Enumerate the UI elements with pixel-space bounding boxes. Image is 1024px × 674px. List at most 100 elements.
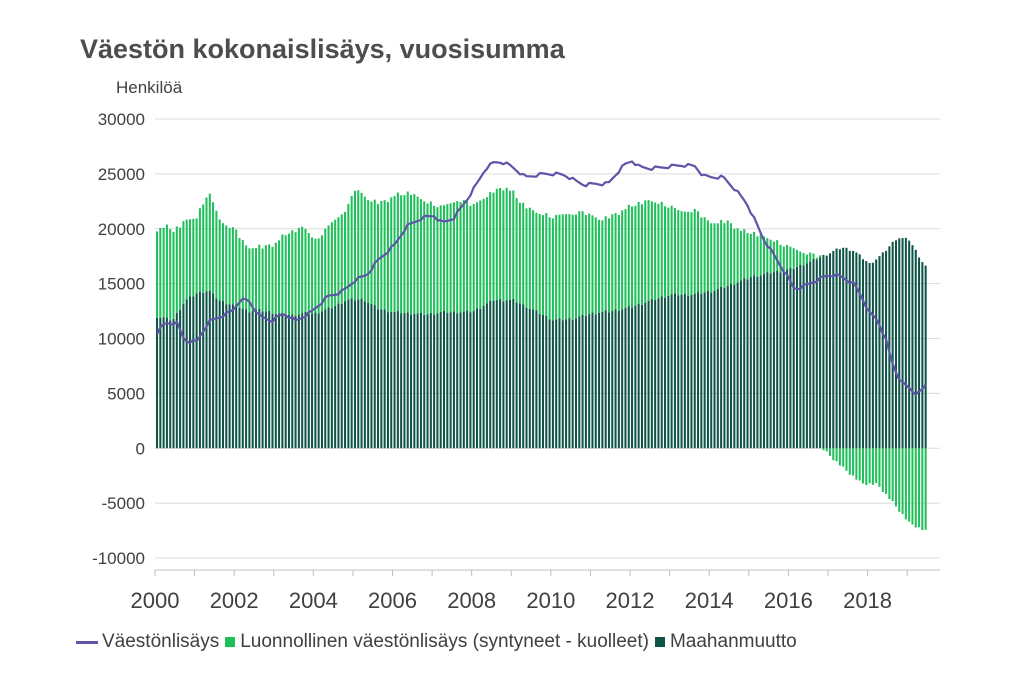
bar-migration — [350, 298, 353, 449]
bar-natural — [779, 244, 782, 273]
bar-migration — [545, 315, 548, 449]
bar-natural — [502, 190, 505, 302]
bar-migration — [786, 269, 789, 449]
bar-natural — [489, 192, 492, 301]
bar-migration — [680, 294, 683, 449]
bar-migration — [419, 312, 422, 449]
bar-natural — [165, 224, 168, 318]
bar-natural — [720, 220, 723, 287]
bar-migration — [400, 313, 403, 449]
bar-migration — [307, 314, 310, 449]
bar-natural — [482, 198, 485, 307]
bar-migration — [848, 250, 851, 449]
bar-migration — [795, 266, 799, 449]
bar-natural — [215, 210, 218, 299]
bar-migration — [746, 279, 749, 449]
bar-migration — [914, 249, 917, 449]
bar-natural — [248, 248, 251, 313]
bar-migration — [766, 272, 769, 449]
bar-migration — [413, 313, 416, 449]
bar-migration — [660, 296, 663, 449]
bar-natural — [858, 448, 861, 481]
bar-migration — [436, 313, 439, 449]
legend-item-population[interactable]: Väestönlisäys — [76, 631, 219, 653]
legend-item-migration[interactable]: Maahanmuutto — [654, 631, 797, 653]
bar-natural — [159, 227, 162, 318]
bar-natural — [894, 448, 897, 507]
bar-migration — [195, 293, 198, 449]
bar-migration — [330, 308, 333, 449]
bar-natural — [819, 255, 822, 258]
bar-natural — [218, 219, 221, 301]
bar-migration — [541, 314, 545, 449]
bar-natural — [423, 201, 426, 316]
bar-natural — [195, 218, 198, 294]
bar-natural — [340, 214, 343, 304]
line-series — [156, 160, 927, 396]
bar-natural — [515, 198, 518, 303]
bar-natural — [175, 226, 178, 313]
bar-natural — [789, 246, 792, 269]
bar-migration — [456, 313, 459, 449]
bar-migration — [779, 272, 782, 449]
bar-migration — [357, 299, 360, 449]
bar-migration — [535, 310, 538, 449]
bar-migration — [878, 256, 881, 449]
line-population — [156, 160, 927, 396]
bar-migration — [904, 237, 907, 449]
axes: Henkilöä 30000 25000 20000 15000 10000 5000 0 -5… — [92, 78, 940, 613]
bar-natural — [875, 448, 878, 484]
bar-migration — [416, 313, 419, 449]
bar-natural — [885, 448, 888, 494]
bar-migration — [502, 301, 505, 449]
bar-migration — [898, 238, 901, 449]
legend-item-natural[interactable]: Luonnollinen väestönlisäys (syntyneet - … — [225, 631, 649, 653]
bar-natural — [743, 229, 746, 279]
bar-migration — [921, 262, 924, 449]
bar-migration — [561, 320, 564, 449]
bar-migration — [172, 318, 175, 449]
bar-migration — [518, 303, 521, 449]
y-tick-label: 5000 — [107, 384, 145, 403]
bar-migration — [581, 314, 584, 449]
bar-natural — [172, 231, 175, 319]
bar-natural — [169, 229, 172, 321]
bar-migration — [881, 252, 884, 449]
bar-natural — [330, 222, 333, 309]
bar-migration — [601, 311, 604, 449]
bar-migration — [426, 314, 429, 449]
bar-natural — [271, 246, 274, 314]
bar-natural — [918, 448, 921, 528]
bar-natural — [650, 201, 653, 299]
bar-migration — [548, 319, 551, 449]
bar-migration — [383, 309, 386, 449]
bar-natural — [908, 448, 911, 522]
bar-natural — [667, 207, 670, 296]
bar-natural — [680, 211, 683, 295]
bar-natural — [736, 228, 739, 283]
bar-migration — [855, 252, 858, 449]
bar-natural — [532, 210, 535, 310]
x-tick-label: 2014 — [685, 588, 734, 613]
bar-natural — [911, 448, 914, 525]
bar-natural — [782, 246, 785, 271]
bar-natural — [231, 227, 234, 305]
bar-natural — [403, 195, 406, 313]
bar-migration — [320, 311, 323, 449]
bar-natural — [871, 448, 874, 485]
bar-natural — [221, 223, 225, 302]
bar-natural — [611, 214, 614, 312]
bar-migration — [693, 293, 696, 449]
bar-natural — [314, 238, 317, 313]
bar-migration — [198, 291, 201, 449]
bar-natural — [898, 448, 901, 512]
bar-migration — [720, 286, 723, 449]
bar-natural — [700, 217, 703, 294]
bar-migration — [654, 300, 657, 449]
bar-migration — [565, 319, 568, 449]
bar-natural — [393, 196, 396, 312]
bar-migration — [390, 311, 393, 449]
y-tick-label: 15000 — [98, 275, 145, 294]
bar-migration — [317, 313, 320, 449]
bar-migration — [753, 275, 756, 449]
